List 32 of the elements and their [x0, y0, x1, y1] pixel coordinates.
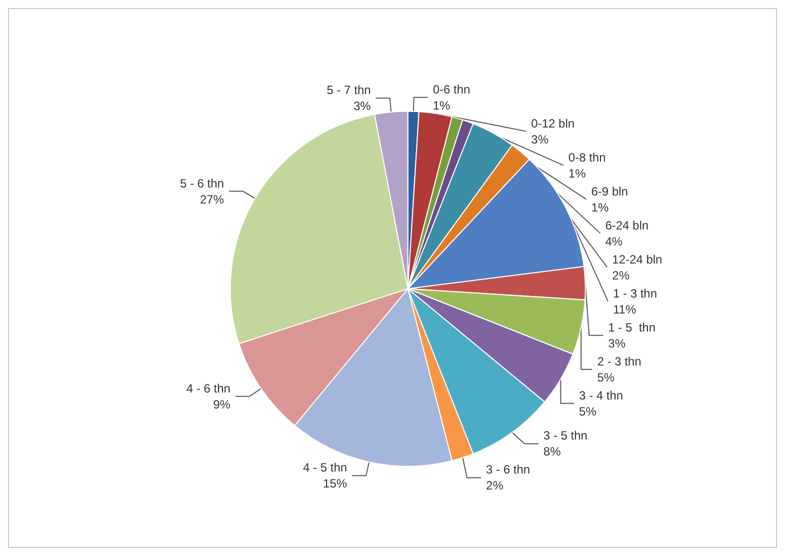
- slice-label: 2 - 3 thn: [597, 354, 642, 368]
- data-label: 1%: [568, 166, 586, 180]
- slice-label: 6-9 bln: [591, 184, 628, 198]
- slice-label: 5 - 7 thn: [326, 83, 371, 98]
- slice-label: 5 - 6 thn: [180, 176, 224, 190]
- data-label: 1%: [591, 200, 609, 214]
- data-label: 3%: [353, 99, 372, 114]
- slice-label: 3 - 5 thn: [543, 428, 588, 443]
- data-label: 3%: [608, 336, 626, 350]
- slice-label: 3 - 4 thn: [579, 388, 624, 402]
- data-label: 2%: [612, 268, 630, 282]
- data-label: 9%: [213, 397, 231, 412]
- data-label: 11%: [613, 302, 636, 316]
- data-label: 4%: [605, 234, 623, 248]
- data-label: 8%: [543, 444, 562, 459]
- slice-label: 3 - 6 thn: [486, 462, 530, 477]
- slice-label: 4 - 6 thn: [186, 381, 230, 396]
- data-label: 2%: [486, 478, 504, 493]
- data-label: 5%: [579, 404, 597, 418]
- slice-label: 1 - 3 thn: [613, 286, 658, 300]
- data-label: 5%: [597, 370, 615, 384]
- slice-label: 6-24 bln: [605, 218, 649, 232]
- data-label: 3%: [531, 132, 549, 146]
- slice-label: 0-6 thn: [432, 82, 470, 96]
- slice-label: 0-12 bln: [531, 116, 575, 130]
- data-label: 15%: [323, 476, 348, 491]
- slice-label: 12-24 bln: [612, 252, 662, 266]
- slice-label: 1 - 5 thn: [608, 320, 656, 334]
- data-label: 27%: [200, 192, 224, 206]
- data-label: 1%: [432, 98, 451, 112]
- slice-label: 4 - 5 thn: [303, 460, 348, 475]
- slice-label: 0-8 thn: [568, 150, 606, 164]
